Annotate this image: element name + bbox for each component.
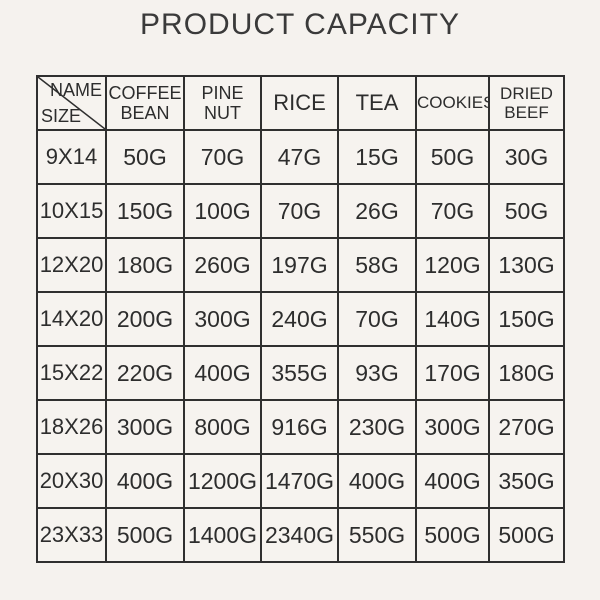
value-cell: 500G — [488, 507, 565, 563]
value-cell: 180G — [105, 237, 185, 293]
value-cell: 260G — [183, 237, 262, 293]
size-cell: 18X26 — [36, 399, 107, 455]
value-cell: 180G — [488, 345, 565, 401]
size-cell: 10X15 — [36, 183, 107, 239]
value-cell: 170G — [415, 345, 490, 401]
value-cell: 400G — [337, 453, 417, 509]
table-row: 12X20 180G 260G 197G 58G 120G 130G — [36, 237, 565, 293]
value-cell: 300G — [183, 291, 262, 347]
value-cell: 400G — [415, 453, 490, 509]
value-cell: 58G — [337, 237, 417, 293]
value-cell: 70G — [260, 183, 339, 239]
value-cell: 400G — [105, 453, 185, 509]
value-cell: 350G — [488, 453, 565, 509]
value-cell: 300G — [415, 399, 490, 455]
column-header-cookies: COOKIES — [415, 75, 490, 131]
value-cell: 1470G — [260, 453, 339, 509]
table-row: 9X14 50G 70G 47G 15G 50G 30G — [36, 129, 565, 185]
value-cell: 130G — [488, 237, 565, 293]
value-cell: 2340G — [260, 507, 339, 563]
table-row: 23X33 500G 1400G 2340G 550G 500G 500G — [36, 507, 565, 563]
table-row: 18X26 300G 800G 916G 230G 300G 270G — [36, 399, 565, 455]
header-row: NAME SIZE COFFEE BEAN PINE NUT RICE TEA … — [36, 75, 565, 131]
table-row: 10X15 150G 100G 70G 26G 70G 50G — [36, 183, 565, 239]
value-cell: 800G — [183, 399, 262, 455]
column-header-pine-nut: PINE NUT — [183, 75, 262, 131]
value-cell: 230G — [337, 399, 417, 455]
column-header-rice: RICE — [260, 75, 339, 131]
size-cell: 15X22 — [36, 345, 107, 401]
value-cell: 47G — [260, 129, 339, 185]
value-cell: 15G — [337, 129, 417, 185]
column-header-dried-beef: DRIED BEEF — [488, 75, 565, 131]
value-cell: 70G — [183, 129, 262, 185]
value-cell: 26G — [337, 183, 417, 239]
table-row: 15X22 220G 400G 355G 93G 170G 180G — [36, 345, 565, 401]
value-cell: 300G — [105, 399, 185, 455]
diagonal-line-icon — [38, 77, 105, 129]
corner-name-label: NAME — [49, 80, 102, 100]
value-cell: 50G — [415, 129, 490, 185]
value-cell: 70G — [337, 291, 417, 347]
column-header-tea: TEA — [337, 75, 417, 131]
size-cell: 12X20 — [36, 237, 107, 293]
value-cell: 30G — [488, 129, 565, 185]
value-cell: 100G — [183, 183, 262, 239]
corner-cell: NAME SIZE — [36, 75, 107, 131]
size-cell: 14X20 — [36, 291, 107, 347]
value-cell: 200G — [105, 291, 185, 347]
column-header-coffee-bean: COFFEE BEAN — [105, 75, 185, 131]
value-cell: 1400G — [183, 507, 262, 563]
value-cell: 1200G — [183, 453, 262, 509]
value-cell: 120G — [415, 237, 490, 293]
value-cell: 140G — [415, 291, 490, 347]
value-cell: 916G — [260, 399, 339, 455]
size-cell: 9X14 — [36, 129, 107, 185]
value-cell: 240G — [260, 291, 339, 347]
corner-size-label: SIZE — [41, 105, 82, 126]
value-cell: 50G — [488, 183, 565, 239]
table-body: 9X14 50G 70G 47G 15G 50G 30G 10X15 150G 100G 70G 26… — [36, 129, 565, 563]
value-cell: 270G — [488, 399, 565, 455]
value-cell: 500G — [415, 507, 490, 563]
table-row: 14X20 200G 300G 240G 70G 140G 150G — [36, 291, 565, 347]
size-cell: 23X33 — [36, 507, 107, 563]
value-cell: 50G — [105, 129, 185, 185]
value-cell: 150G — [105, 183, 185, 239]
value-cell: 150G — [488, 291, 565, 347]
table-row: 20X30 400G 1200G 1470G 400G 400G 350G — [36, 453, 565, 509]
capacity-table: NAME SIZE COFFEE BEAN PINE NUT RICE TEA … — [36, 75, 565, 563]
value-cell: 550G — [337, 507, 417, 563]
value-cell: 70G — [415, 183, 490, 239]
value-cell: 197G — [260, 237, 339, 293]
value-cell: 220G — [105, 345, 185, 401]
page-title: PRODUCT CAPACITY — [140, 8, 460, 41]
value-cell: 355G — [260, 345, 339, 401]
value-cell: 500G — [105, 507, 185, 563]
value-cell: 93G — [337, 345, 417, 401]
value-cell: 400G — [183, 345, 262, 401]
size-cell: 20X30 — [36, 453, 107, 509]
